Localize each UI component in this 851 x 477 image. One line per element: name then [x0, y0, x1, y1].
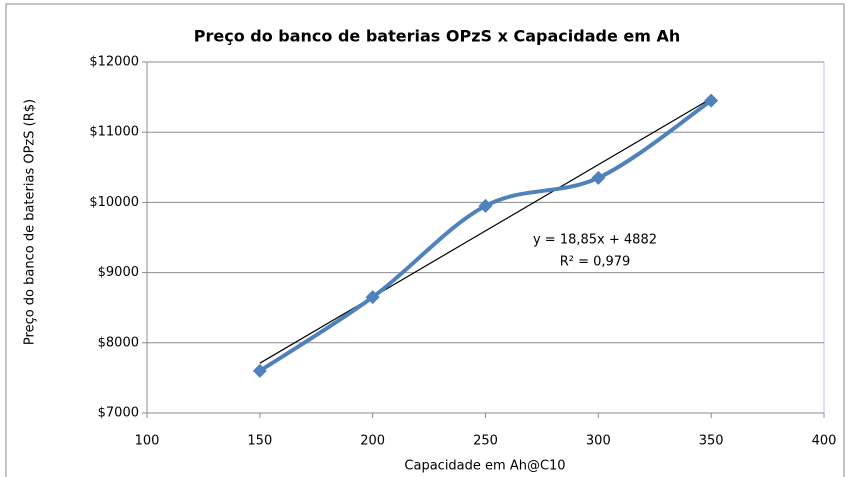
y-tick-label: $11000 — [89, 125, 139, 140]
y-tick-label: $7000 — [98, 406, 139, 421]
chart-frame — [5, 3, 845, 477]
x-tick-label: 200 — [360, 434, 385, 449]
x-tick-label: 400 — [812, 434, 837, 449]
chart-title: Preço do banco de baterias OPzS x Capaci… — [194, 27, 680, 46]
y-tick-label: $8000 — [98, 335, 139, 350]
y-tick-label: $9000 — [98, 265, 139, 280]
marker — [478, 198, 493, 213]
marker — [365, 290, 380, 305]
trendline — [259, 98, 712, 364]
marker — [704, 93, 719, 108]
y-axis-title: Preço do banco de baterias OPzS (R$) — [23, 99, 38, 345]
x-tick-label: 100 — [135, 434, 160, 449]
x-tick-label: 250 — [473, 434, 498, 449]
marker — [591, 170, 606, 185]
y-tick-label: $10000 — [89, 195, 139, 210]
trendline-equation: y = 18,85x + 4882 — [533, 233, 657, 248]
x-tick-label: 300 — [586, 434, 611, 449]
marker — [252, 363, 267, 378]
x-tick-label: 350 — [699, 434, 724, 449]
trendline-r2: R² = 0,979 — [560, 255, 631, 270]
x-axis-title: Capacidade em Ah@C10 — [404, 459, 565, 474]
x-tick-label: 150 — [247, 434, 272, 449]
y-tick-label: $12000 — [89, 55, 139, 70]
